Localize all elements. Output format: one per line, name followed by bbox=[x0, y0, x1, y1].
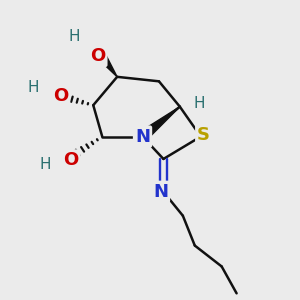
Text: H: H bbox=[28, 80, 39, 95]
Text: O: O bbox=[53, 87, 68, 105]
Polygon shape bbox=[95, 50, 117, 77]
Text: H: H bbox=[68, 29, 80, 44]
Text: H: H bbox=[194, 96, 205, 111]
Text: N: N bbox=[153, 183, 168, 201]
Text: O: O bbox=[63, 152, 79, 169]
Text: O: O bbox=[90, 47, 105, 65]
Polygon shape bbox=[139, 107, 180, 141]
Text: N: N bbox=[135, 128, 150, 146]
Text: H: H bbox=[40, 158, 51, 172]
Text: S: S bbox=[197, 126, 210, 144]
